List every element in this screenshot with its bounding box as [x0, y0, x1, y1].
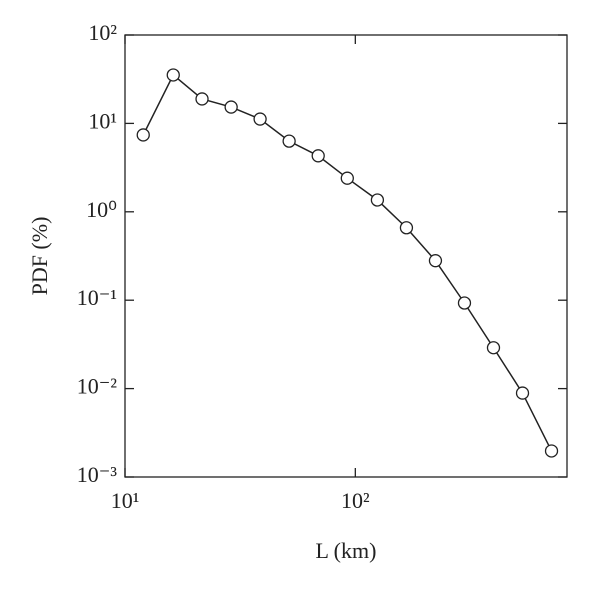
x-tick-label: 10²: [341, 488, 370, 513]
marker: [399, 221, 414, 235]
series-line: [142, 73, 553, 452]
y-tick-label: 10⁻³: [77, 462, 118, 487]
y-tick-label: 10²: [88, 20, 117, 45]
marker: [515, 386, 530, 400]
marker: [457, 296, 472, 310]
y-tick-label: 10⁻¹: [77, 285, 117, 310]
marker: [544, 444, 559, 458]
marker: [195, 92, 209, 106]
marker: [428, 254, 443, 268]
marker: [136, 128, 150, 142]
y-tick-label: 10⁰: [86, 197, 117, 222]
y-axis-label: PDF (%): [27, 217, 52, 296]
marker: [311, 149, 325, 163]
plot-frame: [124, 34, 568, 478]
y-tick-label: 10¹: [88, 108, 117, 133]
marker: [224, 100, 238, 114]
x-axis-label: L (km): [316, 538, 377, 563]
marker: [253, 112, 267, 126]
marker: [486, 341, 501, 355]
marker: [282, 134, 296, 148]
marker: [340, 171, 354, 185]
y-tick-label: 10⁻²: [77, 374, 118, 399]
marker: [370, 193, 385, 207]
marker: [166, 68, 180, 82]
x-tick-label: 10¹: [111, 488, 140, 513]
